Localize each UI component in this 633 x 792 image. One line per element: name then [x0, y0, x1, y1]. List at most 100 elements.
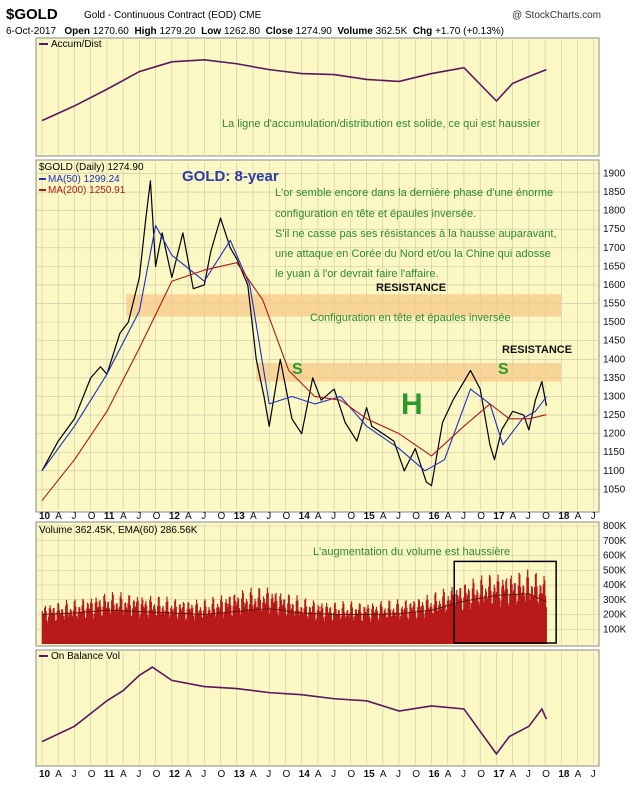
ma200-line: [41, 262, 547, 501]
x-tick-label: 18: [558, 769, 570, 780]
x-tick-label: A: [510, 511, 517, 522]
x-tick-label: J: [591, 769, 596, 780]
volume-y-tick-label: 100K: [603, 624, 627, 635]
accum-dist-line: [41, 59, 547, 122]
resistance-label-upper: RESISTANCE: [376, 282, 446, 294]
x-tick-label: J: [526, 769, 531, 780]
volume-y-tick-label: 700K: [603, 536, 627, 547]
x-tick-label: O: [153, 769, 161, 780]
x-tick-label: J: [461, 511, 466, 522]
x-tick-label: J: [266, 511, 271, 522]
x-tick-label: J: [396, 511, 401, 522]
price-y-tick-label: 1100: [603, 466, 625, 477]
quote-date: 6-Oct-2017: [6, 26, 57, 37]
chart-title: GOLD: 8-year: [182, 168, 279, 185]
volume-y-tick-label: 500K: [603, 565, 627, 576]
volume-legend-label: Volume 362.45K, EMA(60) 286.56K: [39, 525, 198, 536]
head-label: H: [401, 388, 423, 421]
price-y-tick-label: 1350: [603, 373, 626, 384]
resistance-zones: [126, 294, 562, 382]
x-tick-label: O: [282, 769, 290, 780]
x-tick-label: 16: [429, 511, 441, 522]
volume-y-tick-label: 600K: [603, 551, 627, 562]
gold-price-line: [41, 180, 548, 487]
x-tick-label: 11: [104, 769, 115, 780]
x-tick-label: 11: [104, 511, 115, 522]
volume-legend: Volume 362.45K, EMA(60) 286.56K: [39, 525, 198, 536]
high-label: High: [134, 26, 157, 37]
x-tick-label: J: [396, 769, 401, 780]
brand-label[interactable]: @ StockCharts.com: [511, 10, 601, 21]
x-tick-label: O: [88, 511, 96, 522]
volume-highlight-box: [453, 560, 557, 644]
commentary-line-1: L'or semble encore dans la dernière phas…: [275, 187, 553, 199]
accum-dist-legend-label: Accum/Dist: [51, 39, 102, 50]
chg-value: +1.70 (+0.13%): [435, 26, 504, 37]
x-tick-label: 18: [558, 511, 570, 522]
volume-y-tick-label: 300K: [603, 595, 627, 606]
volume-ema-line: [41, 593, 547, 616]
x-tick-label: J: [266, 769, 271, 780]
chart-description: Gold - Continuous Contract (EOD) CME: [84, 10, 261, 21]
x-tick-label: A: [185, 511, 192, 522]
volume-y-tick-label: 200K: [603, 610, 627, 621]
x-tick-label: 15: [364, 769, 376, 780]
low-label: Low: [201, 26, 222, 37]
x-tick-label: J: [136, 769, 141, 780]
commentary-line-5: le yuan à l'or devrait faire l'affaire.: [275, 268, 439, 280]
volume-y-tick-label: 400K: [603, 580, 627, 591]
x-tick-label: A: [120, 769, 127, 780]
volume-y-tick-label: 800K: [603, 521, 627, 532]
commentary-line-3: S'il ne casse pas ses résistances à la h…: [275, 228, 557, 240]
x-tick-label: A: [55, 511, 62, 522]
left-shoulder-label: S: [292, 361, 303, 378]
quote-row: 6-Oct-2017 Open 1270.60 High 1279.20 Low…: [6, 26, 504, 37]
x-tick-label: 13: [234, 511, 246, 522]
x-tick-label: O: [412, 769, 420, 780]
commentary: L'or semble encore dans la dernière phas…: [275, 187, 557, 280]
price-y-tick-label: 1050: [603, 484, 626, 495]
volume-annotation: L'augmentation du volume est haussière: [313, 546, 510, 558]
x-tick-label: J: [71, 769, 76, 780]
volume-value: 362.5K: [375, 26, 408, 37]
price-legend-ma200: MA(200) 1250.91: [48, 185, 126, 196]
x-tick-label: 13: [234, 769, 246, 780]
low-value: 1262.80: [223, 26, 261, 37]
x-tick-label: A: [380, 511, 387, 522]
obv-line: [41, 666, 548, 756]
x-tick-label: J: [591, 511, 596, 522]
x-tick-label: O: [88, 769, 96, 780]
high-value: 1279.20: [159, 26, 196, 37]
x-tick-label: O: [218, 511, 226, 522]
price-y-tick-label: 1700: [603, 243, 626, 254]
chart-symbol: $GOLD: [6, 6, 58, 23]
x-tick-label: A: [575, 511, 582, 522]
x-tick-label: 17: [493, 769, 505, 780]
x-tick-label: J: [201, 769, 206, 780]
contract-description: Gold - Continuous Contract (EOD): [84, 10, 237, 21]
open-value: 1270.60: [92, 26, 129, 37]
x-tick-label: O: [218, 769, 226, 780]
x-tick-label: O: [282, 511, 290, 522]
price-y-tick-label: 1300: [603, 391, 626, 402]
x-tick-label: 12: [169, 769, 181, 780]
x-tick-label: O: [347, 769, 355, 780]
resistance-zone: [256, 363, 562, 382]
x-tick-label: A: [380, 769, 387, 780]
price-legend-gold: $GOLD (Daily) 1274.90: [39, 162, 144, 173]
x-tick-label: A: [315, 769, 322, 780]
x-tick-label: J: [331, 769, 336, 780]
x-tick-label: O: [542, 511, 550, 522]
accum-dist-annotation: La ligne d'accumulation/distribution est…: [222, 118, 541, 130]
close-label: Close: [265, 26, 293, 37]
resistance-label-lower: RESISTANCE: [502, 344, 572, 356]
x-tick-label: A: [575, 769, 582, 780]
pattern-annotation: Configuration en tête et épaules inversé…: [310, 312, 511, 324]
x-tick-label: A: [185, 769, 192, 780]
volume-bars: [41, 569, 547, 644]
price-y-tick-label: 1550: [603, 299, 626, 310]
x-tick-label: 15: [364, 511, 376, 522]
x-tick-label: J: [461, 769, 466, 780]
exchange-label: CME: [239, 10, 262, 21]
